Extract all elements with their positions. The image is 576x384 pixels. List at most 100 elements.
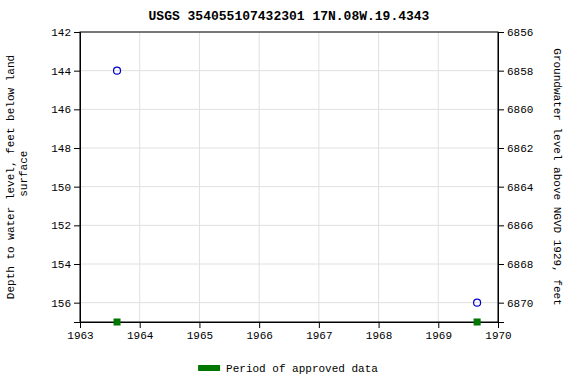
tick-mark [140,322,141,328]
tick-label: 156 [51,298,71,310]
tick-label: 1969 [426,330,452,342]
grid-line [80,148,498,149]
tick-label: 144 [51,66,71,78]
tick-mark [498,148,504,149]
tick-mark [498,109,504,110]
tick: 6858 [498,66,533,78]
tick-mark [74,32,80,33]
tick: 1967 [306,322,332,342]
plot: 1963196419651966196719681969197014214414… [5,27,563,342]
tick: 156 [51,298,80,310]
grid-line [80,264,498,265]
tick: 6870 [498,298,533,310]
marker [114,319,120,325]
point [474,299,481,306]
tick: 1965 [187,322,213,342]
tick-mark [498,303,504,304]
tick: 1966 [246,322,272,342]
tick-mark [74,303,80,304]
y2-axis: 6856 6858 6860 6862 6864 6866 6868 6870 [498,27,534,322]
tick-mark [319,322,320,328]
grid-line [318,32,319,322]
tick-label: 152 [51,220,71,232]
tick-mark [438,322,439,328]
tick: 1970 [485,322,511,342]
chart: USGS 354055107432301 17N.08W.19.4343 1963… [0,0,576,384]
tick-mark [498,32,504,33]
tick: 144 [51,66,80,78]
grid-line [80,225,498,226]
tick-label: 154 [51,259,71,271]
tick: 1964 [127,322,154,342]
y-axis-label: Depth to water level, feet below land su… [5,55,30,299]
plot-frame [80,32,498,322]
tick: 148 [51,143,80,155]
tick-label: 1965 [187,330,213,342]
grid [80,32,498,322]
tick-label: 1963 [67,330,93,342]
tick: 150 [51,182,80,194]
tick-mark [74,71,80,72]
tick-label: 6860 [507,104,533,116]
marks [114,67,481,325]
grid-line [80,70,498,71]
grid-line [80,109,498,110]
tick-mark [74,148,80,149]
tick-label: 6864 [507,182,534,194]
tick: 154 [51,259,80,271]
tick-label: 6870 [507,298,533,310]
axis-line [81,323,499,329]
tick-label: 1966 [246,330,272,342]
tick-mark [74,187,80,188]
tick: 6860 [498,104,533,116]
series [114,319,480,325]
tick: 6866 [498,220,533,232]
grid-line [139,32,140,322]
tick: 1969 [426,322,452,342]
tick-label: 146 [51,104,71,116]
axis-line [499,33,505,323]
tick: 1963 [67,322,93,342]
tick-mark [379,322,380,328]
tick-label: 148 [51,143,71,155]
grid-line [199,32,200,322]
point [114,67,121,74]
axis-line [74,33,81,323]
tick-mark [498,71,504,72]
legend-item: Period of approved data [198,363,378,375]
marker [474,319,480,325]
tick-label: 6862 [507,143,533,155]
tick-label: 1967 [306,330,332,342]
tick: 6864 [498,182,534,194]
x-axis: 1963 1964 1965 1966 1967 1968 1969 1970 [67,322,511,342]
title: USGS 354055107432301 17N.08W.19.4343 [149,9,430,24]
tick-label: 6868 [507,259,533,271]
tick-mark [74,225,80,226]
tick: 152 [51,220,80,232]
tick-mark [498,225,504,226]
tick-label: 1970 [485,330,511,342]
series [114,67,481,306]
legend-label: Period of approved data [226,363,378,375]
tick-mark [74,264,80,265]
grid-line [378,32,379,322]
grid-line [259,32,260,322]
grid-line [438,32,439,322]
legend: Period of approved data [198,363,378,375]
tick-label: 1968 [366,330,392,342]
tick: 6856 [498,27,533,39]
legend-swatch [198,365,220,371]
grid-line [80,186,498,187]
y-axis: 142 144 146 148 150 152 154 156 [51,27,80,322]
tick-label: 150 [51,182,71,194]
tick-mark [498,187,504,188]
tick: 6862 [498,143,533,155]
tick: 142 [51,27,80,39]
tick-label: 1964 [127,330,154,342]
y2-axis-label: Groundwater level above NGVD 1929, feet [551,48,563,305]
tick-label: 6858 [507,66,533,78]
tick: 1968 [366,322,392,342]
tick-mark [498,264,504,265]
tick-mark [199,322,200,328]
tick: 6868 [498,259,533,271]
